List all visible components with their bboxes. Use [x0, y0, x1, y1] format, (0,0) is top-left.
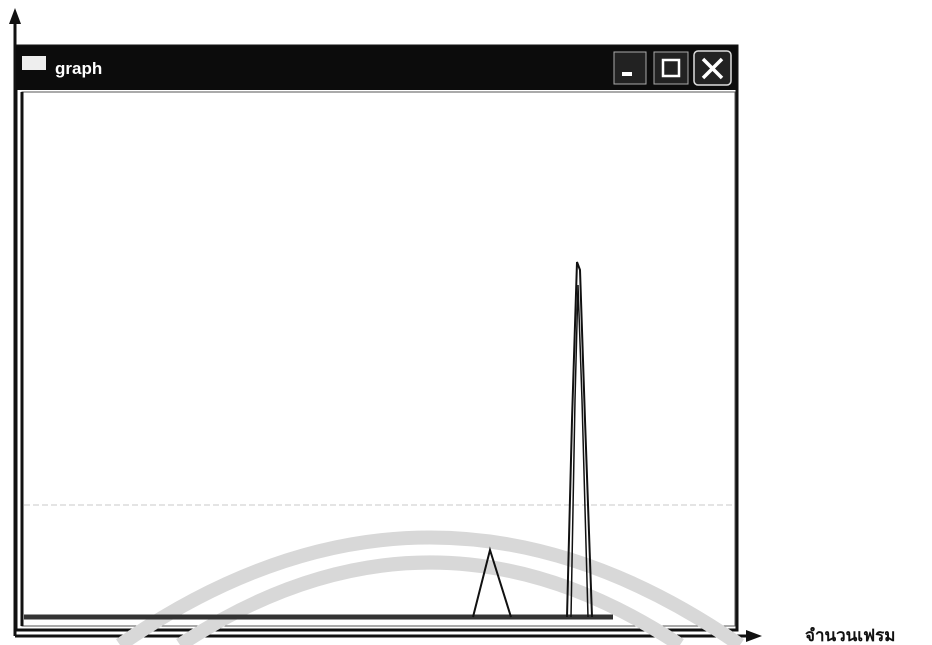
window-icon: [22, 56, 46, 70]
large-peak-inner: [570, 284, 589, 618]
maximize-button[interactable]: [653, 51, 689, 85]
x-axis-arrow: [746, 630, 762, 642]
window-title: graph: [55, 59, 102, 78]
minimize-button[interactable]: [613, 51, 647, 85]
graph-plot: [24, 261, 613, 620]
close-button[interactable]: [693, 50, 732, 86]
watermark: [116, 530, 744, 645]
window: graph: [14, 44, 739, 632]
window-frame: [14, 44, 739, 632]
y-axis-arrow: [9, 8, 21, 24]
small-peak: [472, 546, 512, 618]
large-peak: [566, 261, 593, 618]
x-axis-label: จำนวนเฟรม: [805, 626, 895, 645]
